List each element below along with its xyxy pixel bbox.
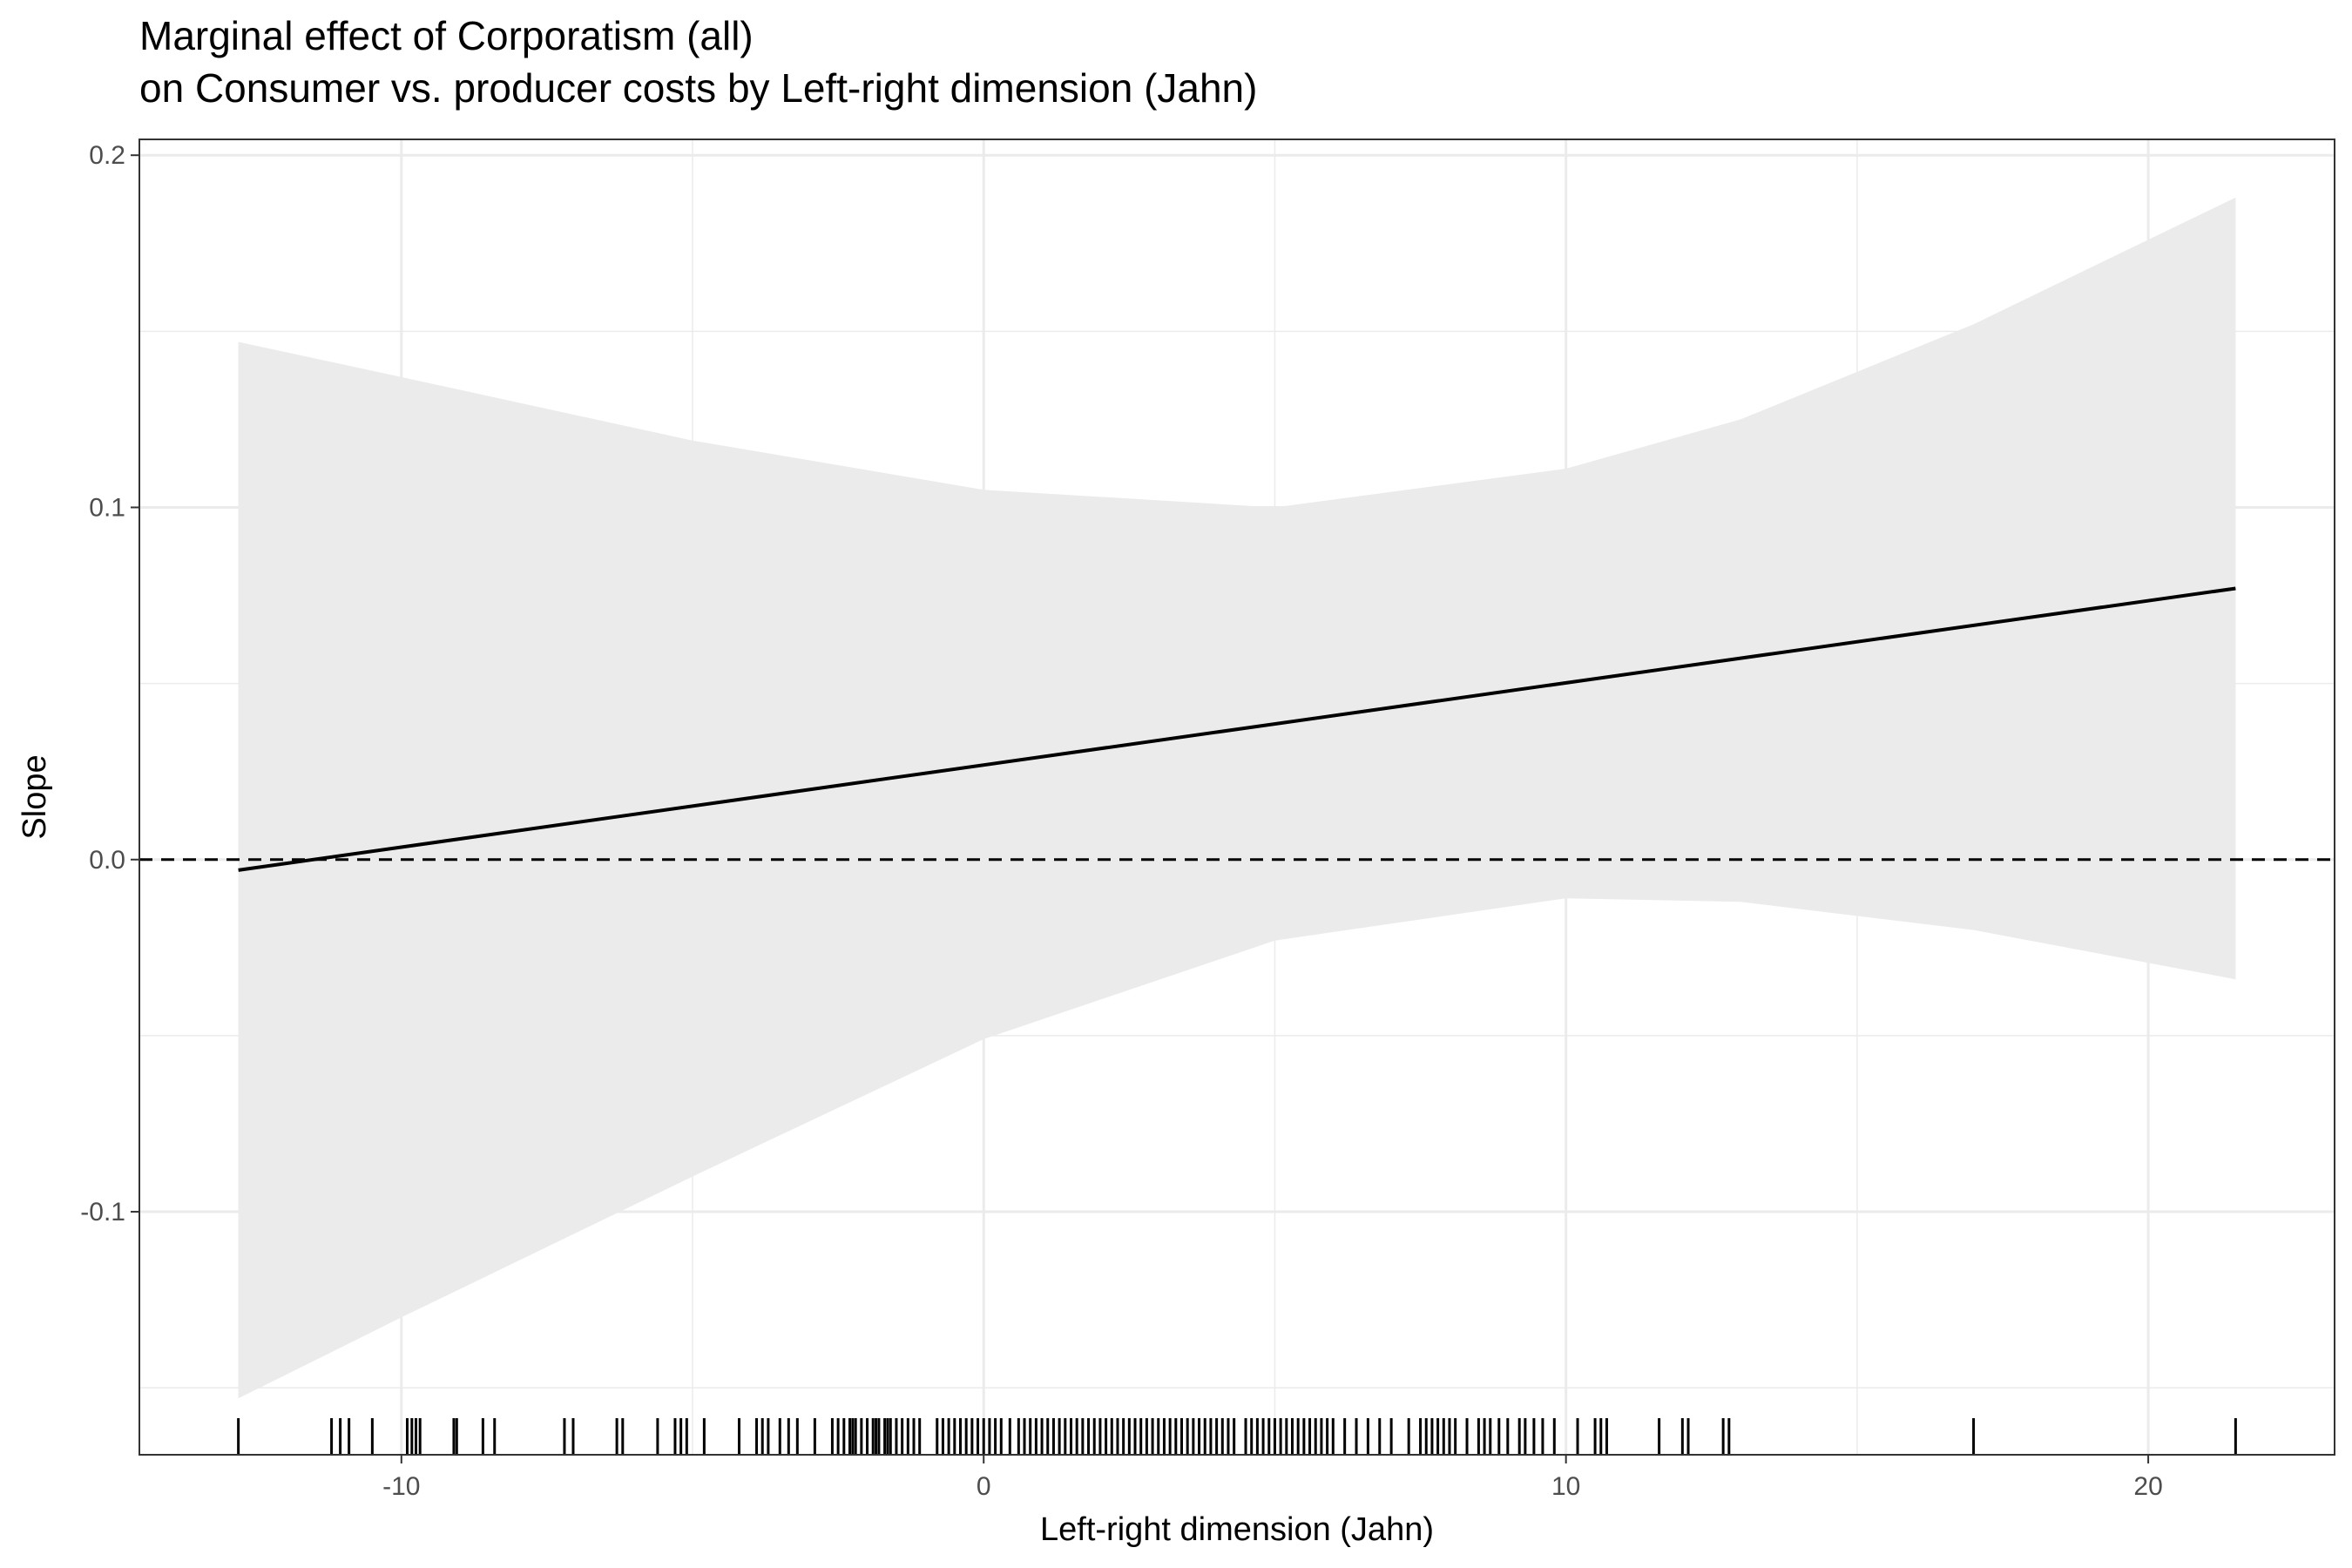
chart-title: Marginal effect of Corporatism (all) <box>139 13 754 58</box>
confidence-band <box>238 197 2236 1399</box>
x-tick-label: -10 <box>382 1472 420 1501</box>
y-tick-label: 0.2 <box>89 141 125 170</box>
y-axis-title: Slope <box>17 754 53 839</box>
chart-subtitle: on Consumer vs. producer costs by Left-r… <box>139 65 1258 111</box>
x-axis: -10 0 10 20 <box>382 1455 2163 1501</box>
y-tick-label: 0.0 <box>89 846 125 875</box>
marginal-effect-line <box>238 586 2236 872</box>
rug <box>237 1418 2237 1455</box>
y-tick-label: 0.1 <box>89 493 125 522</box>
y-axis: -0.1 0.0 0.1 0.2 <box>80 141 139 1227</box>
x-tick-label: 0 <box>977 1472 991 1501</box>
plot-border <box>139 139 2335 1456</box>
x-axis-title: Left-right dimension (Jahn) <box>1040 1511 1434 1548</box>
x-tick-label: 20 <box>2133 1472 2162 1501</box>
x-tick-label: 10 <box>1551 1472 1580 1501</box>
y-tick-label: -0.1 <box>80 1198 125 1227</box>
